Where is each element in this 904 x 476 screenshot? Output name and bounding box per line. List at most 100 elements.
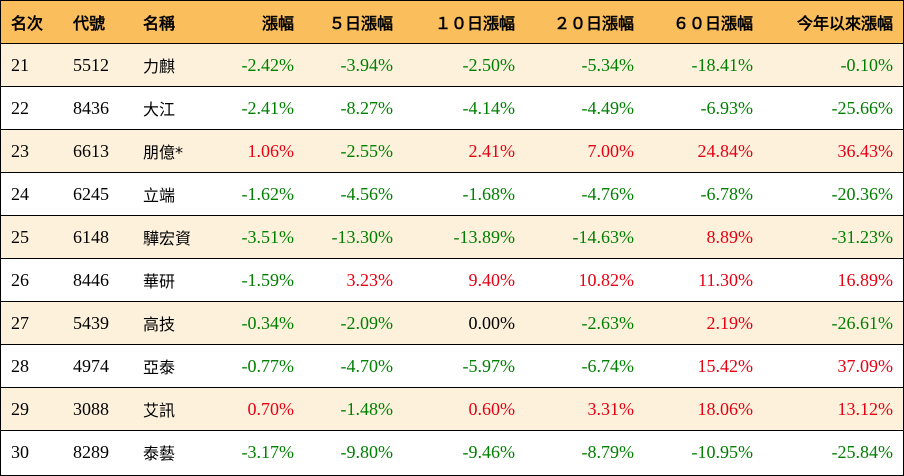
code-cell: 6148 xyxy=(73,226,109,247)
code-cell: 8446 xyxy=(73,269,109,290)
change-10d-cell: 9.40% xyxy=(468,269,516,290)
header-change: 漲幅 xyxy=(261,14,294,33)
name-cell: 朋億* xyxy=(143,143,184,162)
change-ytd-cell: -20.36% xyxy=(831,183,894,204)
change-5d-cell: -13.30% xyxy=(331,226,394,247)
change-60d-cell: -18.41% xyxy=(691,54,754,75)
change-cell: -0.34% xyxy=(241,312,295,333)
code-cell: 8289 xyxy=(73,441,109,462)
rank-cell: 29 xyxy=(11,398,29,419)
change-20d-cell: 7.00% xyxy=(587,140,635,161)
table-row: 23 6613 朋億* 1.06% -2.55% 2.41% 7.00% 24.84% 36.4… xyxy=(1,130,903,173)
change-cell: 1.06% xyxy=(247,140,295,161)
change-cell: 0.70% xyxy=(247,398,295,419)
change-5d-cell: -2.55% xyxy=(340,140,394,161)
change-60d-cell: 15.42% xyxy=(697,355,754,376)
table-row: 29 3088 艾訊 0.70% -1.48% 0.60% 3.31% 18.06% 13.12… xyxy=(1,388,903,431)
table-row: 26 8446 華研 -1.59% 3.23% 9.40% 10.82% 11.30% 16.8… xyxy=(1,259,903,302)
code-cell: 5439 xyxy=(73,312,109,333)
code-cell: 6613 xyxy=(73,140,109,161)
change-60d-cell: 2.19% xyxy=(706,312,754,333)
change-5d-cell: -2.09% xyxy=(340,312,394,333)
name-cell: 立端 xyxy=(143,186,176,205)
name-cell: 艾訊 xyxy=(143,401,176,420)
change-10d-cell: -5.97% xyxy=(462,355,516,376)
change-cell: -0.77% xyxy=(241,355,295,376)
change-5d-cell: -4.56% xyxy=(340,183,394,204)
name-cell: 力麒 xyxy=(143,57,176,76)
table-row: 25 6148 驊宏資 -3.51% -13.30% -13.89% -14.63% 8.89… xyxy=(1,216,903,259)
change-60d-cell: -6.78% xyxy=(700,183,754,204)
rank-cell: 23 xyxy=(11,140,29,161)
rank-cell: 21 xyxy=(11,54,29,75)
change-60d-cell: 8.89% xyxy=(706,226,754,247)
change-20d-cell: 10.82% xyxy=(578,269,635,290)
header-change-5d: ５日漲幅 xyxy=(328,14,393,33)
change-20d-cell: -4.76% xyxy=(581,183,635,204)
change-5d-cell: -3.94% xyxy=(340,54,394,75)
name-cell: 泰藝 xyxy=(143,444,176,463)
change-cell: -2.41% xyxy=(241,97,295,118)
change-5d-cell: 3.23% xyxy=(346,269,394,290)
change-20d-cell: -4.49% xyxy=(581,97,635,118)
rank-cell: 27 xyxy=(11,312,29,333)
rank-cell: 25 xyxy=(11,226,29,247)
change-20d-cell: -5.34% xyxy=(581,54,635,75)
change-60d-cell: -10.95% xyxy=(691,441,754,462)
table-row: 30 8289 泰藝 -3.17% -9.80% -9.46% -8.79% -10.95% -… xyxy=(1,431,903,473)
change-10d-cell: 0.60% xyxy=(468,398,516,419)
name-cell: 亞泰 xyxy=(143,358,176,377)
change-10d-cell: 0.00% xyxy=(468,312,516,333)
change-20d-cell: -6.74% xyxy=(581,355,635,376)
change-ytd-cell: -31.23% xyxy=(831,226,894,247)
name-cell: 驊宏資 xyxy=(143,229,192,248)
change-cell: -3.51% xyxy=(241,226,295,247)
header-change-60d: ６０日漲幅 xyxy=(672,14,753,33)
change-60d-cell: 18.06% xyxy=(697,398,754,419)
change-10d-cell: -2.50% xyxy=(462,54,516,75)
change-20d-cell: 3.31% xyxy=(587,398,635,419)
change-5d-cell: -4.70% xyxy=(340,355,394,376)
change-60d-cell: 11.30% xyxy=(698,269,753,290)
change-cell: -1.59% xyxy=(241,269,295,290)
table-row: 28 4974 亞泰 -0.77% -4.70% -5.97% -6.74% 15.42% 37… xyxy=(1,345,903,388)
change-5d-cell: -8.27% xyxy=(340,97,394,118)
change-10d-cell: -9.46% xyxy=(462,441,516,462)
change-20d-cell: -2.63% xyxy=(581,312,635,333)
table-row: 27 5439 高技 -0.34% -2.09% 0.00% -2.63% 2.19% -26.… xyxy=(1,302,903,345)
name-cell: 大江 xyxy=(143,100,176,119)
change-5d-cell: -9.80% xyxy=(340,441,394,462)
change-20d-cell: -14.63% xyxy=(572,226,635,247)
change-5d-cell: -1.48% xyxy=(340,398,394,419)
change-ytd-cell: 16.89% xyxy=(837,269,894,290)
rank-cell: 26 xyxy=(11,269,29,290)
header-change-10d: １０日漲幅 xyxy=(434,14,515,33)
code-cell: 8436 xyxy=(73,97,109,118)
change-ytd-cell: 36.43% xyxy=(837,140,894,161)
name-cell: 華研 xyxy=(143,272,176,291)
header-name: 名稱 xyxy=(143,14,176,33)
change-ytd-cell: -26.61% xyxy=(831,312,894,333)
change-ytd-cell: -0.10% xyxy=(840,54,894,75)
code-cell: 5512 xyxy=(73,54,109,75)
name-cell: 高技 xyxy=(143,315,176,334)
table-row: 21 5512 力麒 -2.42% -3.94% -2.50% -5.34% -18.41% -… xyxy=(1,44,903,87)
change-10d-cell: 2.41% xyxy=(468,140,516,161)
change-ytd-cell: 37.09% xyxy=(837,355,894,376)
header-change-20d: ２０日漲幅 xyxy=(553,14,634,33)
code-cell: 3088 xyxy=(73,398,109,419)
change-ytd-cell: -25.84% xyxy=(831,441,894,462)
rank-cell: 24 xyxy=(11,183,29,204)
change-20d-cell: -8.79% xyxy=(581,441,635,462)
change-10d-cell: -4.14% xyxy=(462,97,516,118)
change-10d-cell: -13.89% xyxy=(453,226,516,247)
change-cell: -1.62% xyxy=(241,183,295,204)
change-ytd-cell: 13.12% xyxy=(837,398,894,419)
change-60d-cell: 24.84% xyxy=(697,140,754,161)
change-60d-cell: -6.93% xyxy=(700,97,754,118)
rank-cell: 30 xyxy=(11,441,29,462)
table-header-row: 名次 代號 名稱 漲幅 ５日漲幅 １０日漲幅 ２０日漲幅 ６０日漲幅 今年以來漲… xyxy=(1,1,903,44)
code-cell: 6245 xyxy=(73,183,109,204)
change-cell: -2.42% xyxy=(241,54,295,75)
